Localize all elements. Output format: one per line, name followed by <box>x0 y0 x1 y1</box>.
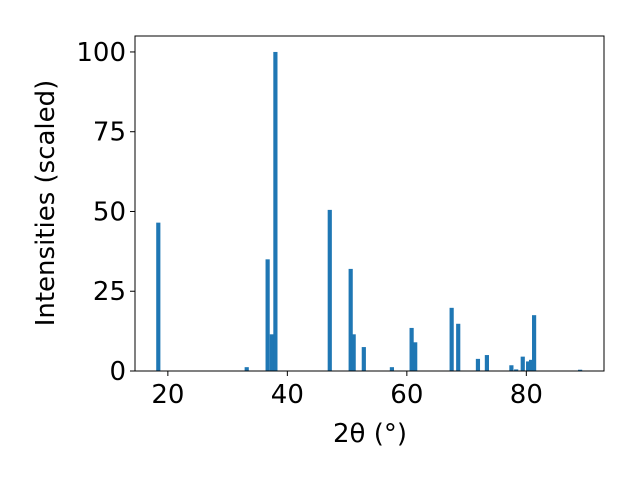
x-tick-label: 60 <box>390 380 423 410</box>
bar <box>156 222 161 371</box>
x-tick-label: 40 <box>271 380 304 410</box>
plot-frame <box>134 35 605 372</box>
x-axis-label: 2θ (°) <box>333 419 407 449</box>
bar <box>526 361 531 371</box>
bar <box>475 358 481 371</box>
bar <box>361 347 366 371</box>
y-tick-label: 25 <box>93 277 126 307</box>
y-tick-label: 75 <box>93 118 126 148</box>
x-axis-ticks: 20 40 60 80 <box>151 371 543 410</box>
bar <box>265 259 270 371</box>
plot-background <box>135 36 604 371</box>
bar <box>529 359 534 371</box>
bar <box>578 369 583 371</box>
bar <box>244 367 249 371</box>
bar <box>348 268 353 371</box>
y-axis-label: Intensities (scaled) <box>31 80 61 327</box>
bar <box>520 356 525 371</box>
bar <box>456 323 461 371</box>
bar <box>273 51 278 371</box>
bar <box>413 342 418 371</box>
x-tick-label: 20 <box>151 380 184 410</box>
bar <box>449 307 454 371</box>
bar <box>509 365 514 371</box>
bar <box>327 209 332 371</box>
bar <box>269 334 274 371</box>
y-tick-label: 100 <box>76 38 126 68</box>
y-tick-label: 50 <box>93 197 126 227</box>
bar <box>409 327 414 371</box>
y-tick-label: 0 <box>109 357 126 387</box>
y-axis-ticks: 0 25 50 75 100 <box>76 38 135 387</box>
bar <box>514 369 519 371</box>
bar <box>532 315 537 371</box>
x-tick-label: 80 <box>510 380 543 410</box>
bars-group <box>156 51 583 371</box>
bar <box>351 334 356 371</box>
bar <box>484 355 489 371</box>
bar <box>389 367 394 371</box>
